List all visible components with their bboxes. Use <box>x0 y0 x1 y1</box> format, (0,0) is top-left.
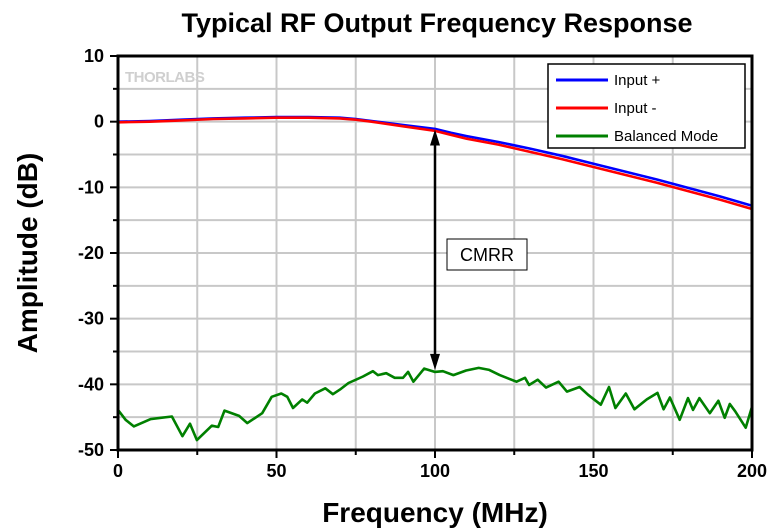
y-tick-label: 0 <box>94 112 104 132</box>
y-tick-label: -10 <box>78 177 104 197</box>
y-tick-label: -40 <box>78 374 104 394</box>
legend: Input + Input - Balanced Mode <box>547 63 746 149</box>
cmrr-arrow-head-up <box>430 129 440 146</box>
x-tick-label: 150 <box>578 461 608 481</box>
x-tick-label: 200 <box>737 461 767 481</box>
cmrr-label-box <box>446 238 528 271</box>
y-axis-label: Amplitude (dB) <box>12 153 43 354</box>
y-tick-label: 10 <box>84 46 104 66</box>
y-tick-label: -50 <box>78 440 104 460</box>
x-tick-label: 50 <box>266 461 286 481</box>
legend-label: Input - <box>614 100 657 117</box>
legend-box <box>547 63 746 149</box>
legend-label: Input + <box>614 72 661 89</box>
thorlabs-logo: THORLABS <box>125 69 205 86</box>
x-tick-label: 100 <box>420 461 450 481</box>
cmrr-arrow-head-down <box>430 353 440 370</box>
cmrr-annotation: CMRR <box>430 129 528 370</box>
cmrr-label: CMRR <box>460 245 514 265</box>
legend-label: Balanced Mode <box>614 128 718 145</box>
series-line-balanced-mode <box>116 366 754 442</box>
chart-title: Typical RF Output Frequency Response <box>181 8 692 38</box>
x-axis-label: Frequency (MHz) <box>322 497 548 528</box>
x-tick-label: 0 <box>113 461 123 481</box>
y-tick-label: -20 <box>78 243 104 263</box>
y-tick-label: -30 <box>78 309 104 329</box>
